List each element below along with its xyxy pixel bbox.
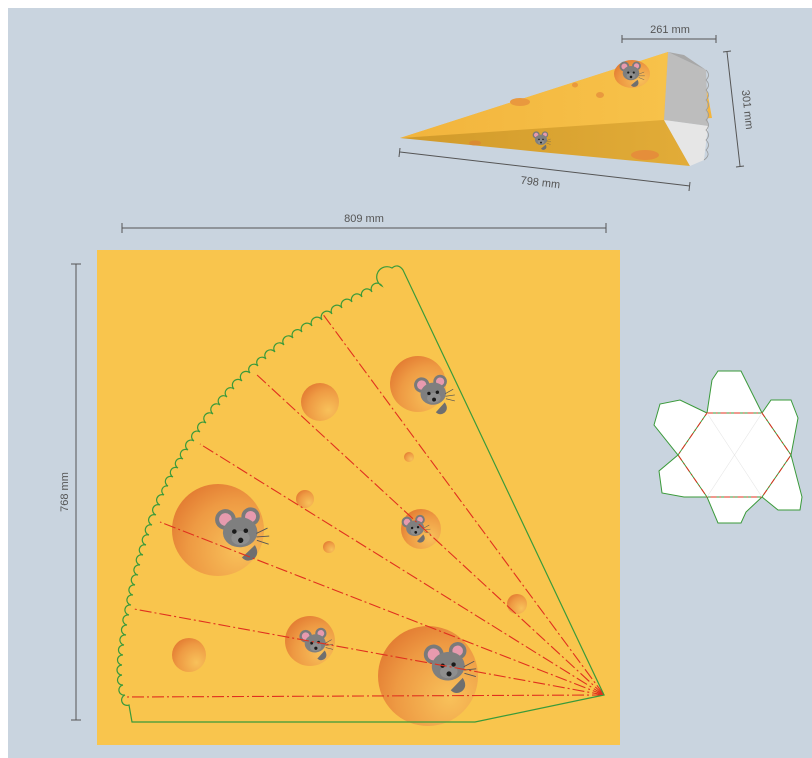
dimension-label: 768 mm (59, 472, 71, 512)
dimension-top-width: 261 mm (621, 24, 717, 43)
dimension-label: 798 mm (520, 175, 561, 192)
cheese-wedge-preview (400, 52, 712, 166)
cut-outline (116, 265, 605, 723)
cheese-hole (378, 626, 478, 726)
cheese-hole (296, 490, 314, 508)
cheese-hole (323, 541, 335, 553)
cheese-hole (404, 452, 414, 462)
dimension-sheet-height: 768 mm (59, 263, 81, 721)
dimension-label: 809 mm (344, 213, 384, 225)
fold-lines (125, 312, 605, 698)
dimension-top-length: 798 mm (398, 147, 691, 192)
dimension-top-height: 301 mm (722, 50, 755, 168)
cheese-hole (507, 594, 527, 614)
dimension-label: 301 mm (739, 89, 755, 130)
cheese-hole (172, 638, 206, 672)
cheese-hole (301, 383, 339, 421)
hexagon-end-cap-net (653, 370, 803, 524)
dimension-label: 261 mm (650, 24, 690, 36)
dimension-sheet-width: 809 mm (121, 213, 607, 233)
